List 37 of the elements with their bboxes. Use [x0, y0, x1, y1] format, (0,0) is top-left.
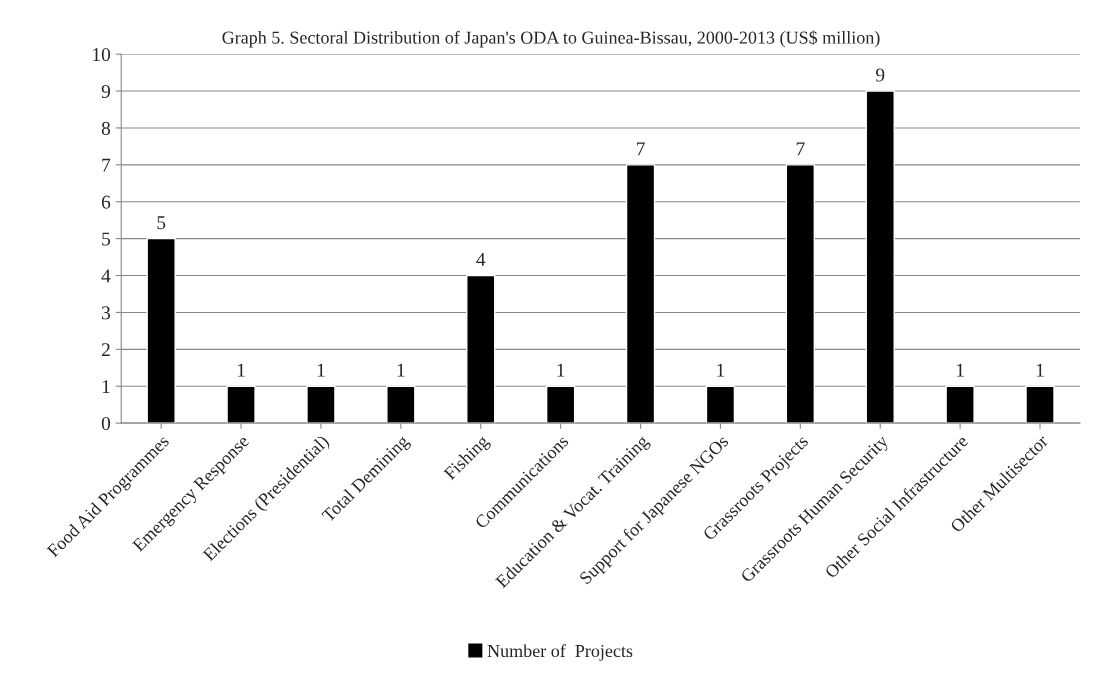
bar: [466, 274, 496, 424]
y-tick-label: 2: [101, 343, 110, 357]
bar: [705, 385, 736, 424]
data-label: 1: [237, 363, 245, 377]
bar: [785, 164, 816, 424]
data-label: 1: [956, 363, 964, 377]
y-tick-label: 4: [101, 269, 111, 283]
bar: [306, 385, 336, 424]
data-label: 7: [636, 142, 645, 156]
chart-title: Graph 5. Sectoral Distribution of Japan's ODA to Guinea-Bissau, 2000-2013 (US$ million): [222, 30, 880, 48]
legend-label: Number of Projects: [487, 644, 633, 661]
data-label: 4: [476, 253, 486, 266]
data-label: 1: [1036, 363, 1044, 377]
y-tick-label: 7: [102, 158, 111, 172]
y-tick-label: 5: [102, 232, 111, 246]
bar: [146, 237, 176, 424]
bar: [226, 385, 256, 424]
data-label: 7: [796, 142, 805, 156]
bar: [945, 385, 975, 424]
data-label: 9: [875, 68, 885, 82]
y-tick-label: 6: [101, 195, 111, 209]
bar: [545, 385, 576, 424]
y-tick-label: 0: [101, 416, 111, 431]
bar: [625, 164, 656, 424]
bar: [1025, 385, 1055, 424]
data-label: 1: [717, 363, 725, 377]
y-tick-label: 10: [93, 47, 111, 62]
y-tick-label: 3: [102, 306, 111, 320]
bar: [386, 385, 416, 424]
y-tick-label: 9: [101, 84, 111, 98]
bar: [865, 90, 895, 424]
data-label: 1: [557, 363, 565, 377]
data-label: 1: [317, 363, 325, 377]
data-label: 1: [397, 363, 405, 377]
data-label: 5: [157, 216, 166, 230]
y-tick-label: 1: [102, 380, 110, 393]
y-tick-label: 8: [101, 121, 111, 135]
